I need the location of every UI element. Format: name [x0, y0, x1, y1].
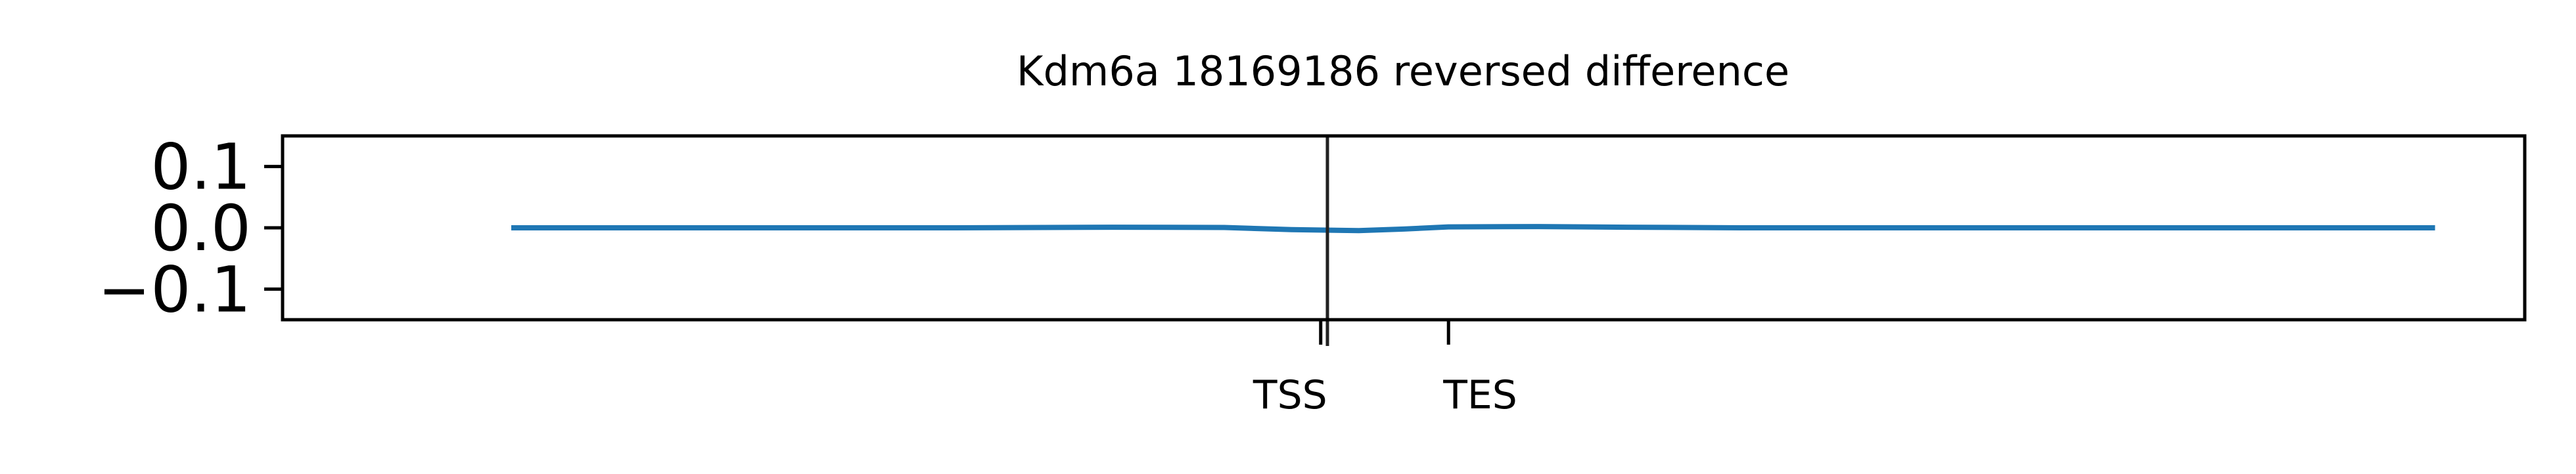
y-tick-label: 0.0: [150, 192, 251, 265]
x-tick-label: TES: [1442, 372, 1517, 418]
plot-marks: [511, 136, 2435, 346]
x-tick-label: TSS: [1253, 372, 1327, 418]
series-line-0: [511, 224, 2435, 234]
y-tick-label: −0.1: [98, 253, 251, 326]
y-tick-label: 0.1: [150, 131, 251, 204]
x-axis: TSS TES: [1253, 320, 1517, 418]
y-axis: 0.10.0−0.1: [98, 131, 283, 326]
chart-title: Kdm6a 18169186 reversed difference: [1017, 47, 1789, 95]
